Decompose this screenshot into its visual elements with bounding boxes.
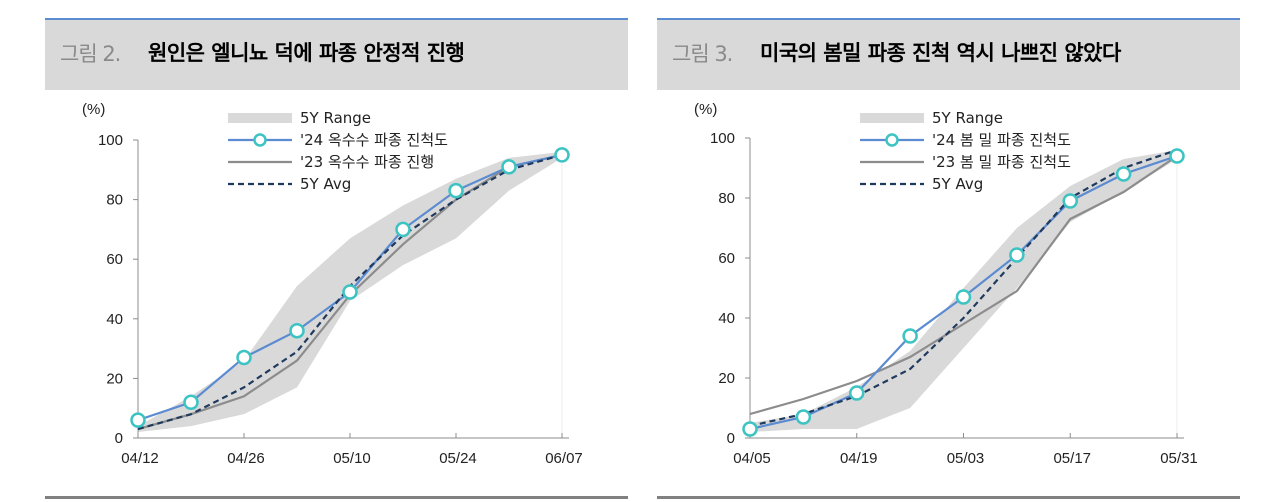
data-point-marker <box>795 409 812 425</box>
x-tick-label: 04/05 <box>733 450 771 467</box>
y-tick-label: 100 <box>710 130 735 147</box>
y-tick-label: 0 <box>727 430 735 447</box>
y-tick-label: 60 <box>718 250 735 267</box>
legend-label: '24 봄 밀 파종 진척도 <box>932 131 1071 149</box>
series-2024-markers <box>130 147 570 428</box>
legend-label: '23 옥수수 파종 진행 <box>300 153 434 171</box>
data-point-marker <box>342 284 358 300</box>
figure-2-panel: 그림 2. 원인은 엘니뇨 덕에 파종 안정적 진행 (%) 0 20 40 60 80 1… <box>45 18 628 502</box>
data-point-marker <box>130 412 146 428</box>
legend-label: '23 봄 밀 파종 진척도 <box>932 153 1071 171</box>
figure-title: 미국의 봄밀 파종 진척 역시 나쁘진 않았다 <box>760 41 1121 65</box>
x-tick-label: 04/26 <box>227 450 265 467</box>
figure-header: 그림 2. 원인은 엘니뇨 덕에 파종 안정적 진행 <box>45 18 628 90</box>
y-axis-unit: (%) <box>82 101 105 118</box>
y-tick-label: 20 <box>106 370 123 387</box>
legend-marker-icon <box>253 133 267 147</box>
y-tick-label: 60 <box>106 251 123 268</box>
y-axis-unit: (%) <box>694 101 717 118</box>
data-point-marker <box>902 328 918 344</box>
data-point-marker <box>1169 148 1185 164</box>
x-tick-label: 05/10 <box>333 450 371 467</box>
figure-number: 그림 3. <box>672 42 733 66</box>
legend-label: 5Y Avg <box>300 175 351 193</box>
figure-title: 원인은 엘니뇨 덕에 파종 안정적 진행 <box>148 41 465 65</box>
legend-label: '24 옥수수 파종 진척도 <box>300 131 448 149</box>
spring-wheat-planting-chart: (%) 0 20 40 60 80 100 04/05 04/19 05/03 05/17 05/31… <box>694 101 1198 467</box>
data-point-marker <box>554 147 570 163</box>
y-tick-label: 40 <box>718 310 735 327</box>
legend-range-swatch <box>860 113 924 123</box>
figure-header: 그림 3. 미국의 봄밀 파종 진척 역시 나쁘진 않았다 <box>657 18 1240 90</box>
data-point-marker <box>289 322 305 339</box>
x-tick-label: 04/19 <box>840 450 878 467</box>
x-tick-label: 06/07 <box>545 450 583 467</box>
bottom-divider <box>657 496 1240 499</box>
data-point-marker <box>395 221 411 238</box>
x-tick-label: 05/17 <box>1053 450 1091 467</box>
y-tick-label: 80 <box>718 190 735 207</box>
x-tick-label: 04/12 <box>121 450 159 467</box>
y-tick-label: 80 <box>106 192 123 209</box>
y-tick-label: 0 <box>115 430 123 447</box>
data-point-marker <box>1062 193 1078 209</box>
data-point-marker <box>236 349 252 366</box>
data-point-marker <box>955 289 972 305</box>
figure-number: 그림 2. <box>60 42 121 66</box>
data-point-marker <box>183 394 199 410</box>
chart-legend: 5Y Range '24 옥수수 파종 진척도 '23 옥수수 파종 진행 5Y Av… <box>228 109 448 193</box>
chart-legend: 5Y Range '24 봄 밀 파종 진척도 '23 봄 밀 파종 진척도 5Y A… <box>860 109 1071 193</box>
data-point-marker <box>1115 166 1132 182</box>
data-point-marker <box>742 421 758 437</box>
data-point-marker <box>1009 247 1025 263</box>
series-2024-markers <box>742 148 1185 437</box>
data-point-marker <box>501 159 517 175</box>
x-tick-label: 05/31 <box>1160 450 1198 467</box>
corn-planting-chart: (%) 0 20 40 60 80 100 04/12 04/26 05/10 05/24 06/07… <box>82 101 583 467</box>
legend-label: 5Y Avg <box>932 175 983 193</box>
bottom-divider <box>45 496 628 499</box>
legend-range-swatch <box>228 113 292 123</box>
legend-marker-icon <box>885 133 899 147</box>
y-tick-label: 100 <box>98 132 123 149</box>
axes: 0 20 40 60 80 100 04/05 04/19 05/03 05/17 05/31 <box>710 130 1198 467</box>
data-point-marker <box>849 385 865 401</box>
x-tick-label: 05/24 <box>439 450 477 467</box>
figure-3-panel: 그림 3. 미국의 봄밀 파종 진척 역시 나쁘진 않았다 (%) 0 20 40 60… <box>657 18 1240 502</box>
legend-label: 5Y Range <box>932 109 1003 127</box>
axes: 0 20 40 60 80 100 04/12 04/26 05/10 05/24 06/07 <box>98 132 583 467</box>
x-tick-label: 05/03 <box>947 450 985 467</box>
series-2023-line <box>749 155 1178 416</box>
five-year-avg-line <box>749 148 1178 428</box>
y-tick-label: 40 <box>106 311 123 328</box>
y-tick-label: 20 <box>718 370 735 387</box>
legend-label: 5Y Range <box>300 109 371 127</box>
data-point-marker <box>448 182 464 199</box>
